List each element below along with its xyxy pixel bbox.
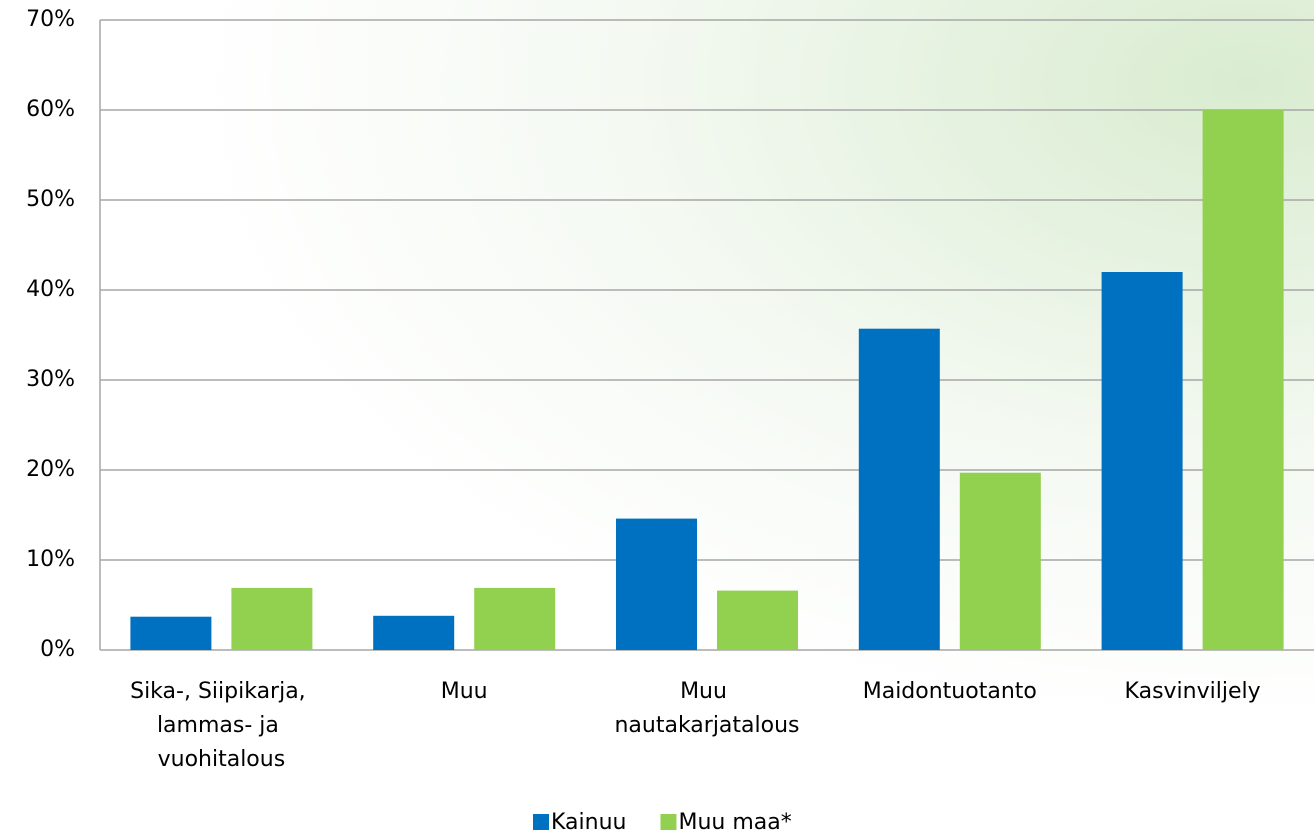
legend-swatch [660, 814, 677, 830]
x-tick-label: Kasvinviljely [1125, 679, 1261, 704]
y-tick-label: 50% [26, 187, 75, 212]
x-tick-label-line: Maidontuotanto [863, 679, 1037, 704]
x-tick-label-line: vuohitalous [158, 747, 286, 772]
y-tick-label: 10% [26, 547, 75, 572]
bar [474, 587, 556, 650]
y-tick-label: 0% [40, 637, 75, 662]
bar [1101, 272, 1183, 650]
bar [959, 472, 1041, 650]
bar [1202, 110, 1284, 650]
legend-swatch [533, 814, 549, 830]
x-tick-label: Sika-, Siipikarja, lammas- ja vuohitalou… [130, 679, 313, 772]
y-tick-label: 70% [26, 7, 75, 32]
x-tick-label-line: nautakarjatalous [614, 713, 799, 738]
y-tick-label: 30% [26, 367, 75, 392]
bar [231, 587, 313, 650]
x-tick-label-line: Muu [680, 679, 734, 704]
y-tick-label: 20% [26, 457, 75, 482]
bar [858, 328, 940, 650]
y-tick-label: 40% [26, 277, 75, 302]
bar [717, 590, 798, 650]
bar [616, 518, 697, 650]
x-tick-label: Muu nautakarjatalous [614, 679, 799, 738]
x-tick-label-line: lammas- ja [157, 713, 286, 738]
x-tick-label-line: Sika-, Siipikarja, [130, 679, 313, 704]
legend-label: Muu maa* [678, 810, 791, 835]
bar [130, 616, 212, 650]
x-tick-label-line: Muu [441, 679, 488, 704]
x-tick-label-line: Kasvinviljely [1125, 679, 1261, 704]
legend-label: Kainuu [551, 810, 626, 835]
bar [373, 615, 455, 650]
x-tick-label: Maidontuotanto [863, 679, 1037, 704]
y-tick-label: 60% [26, 97, 75, 122]
x-tick-label: Muu [441, 679, 488, 704]
